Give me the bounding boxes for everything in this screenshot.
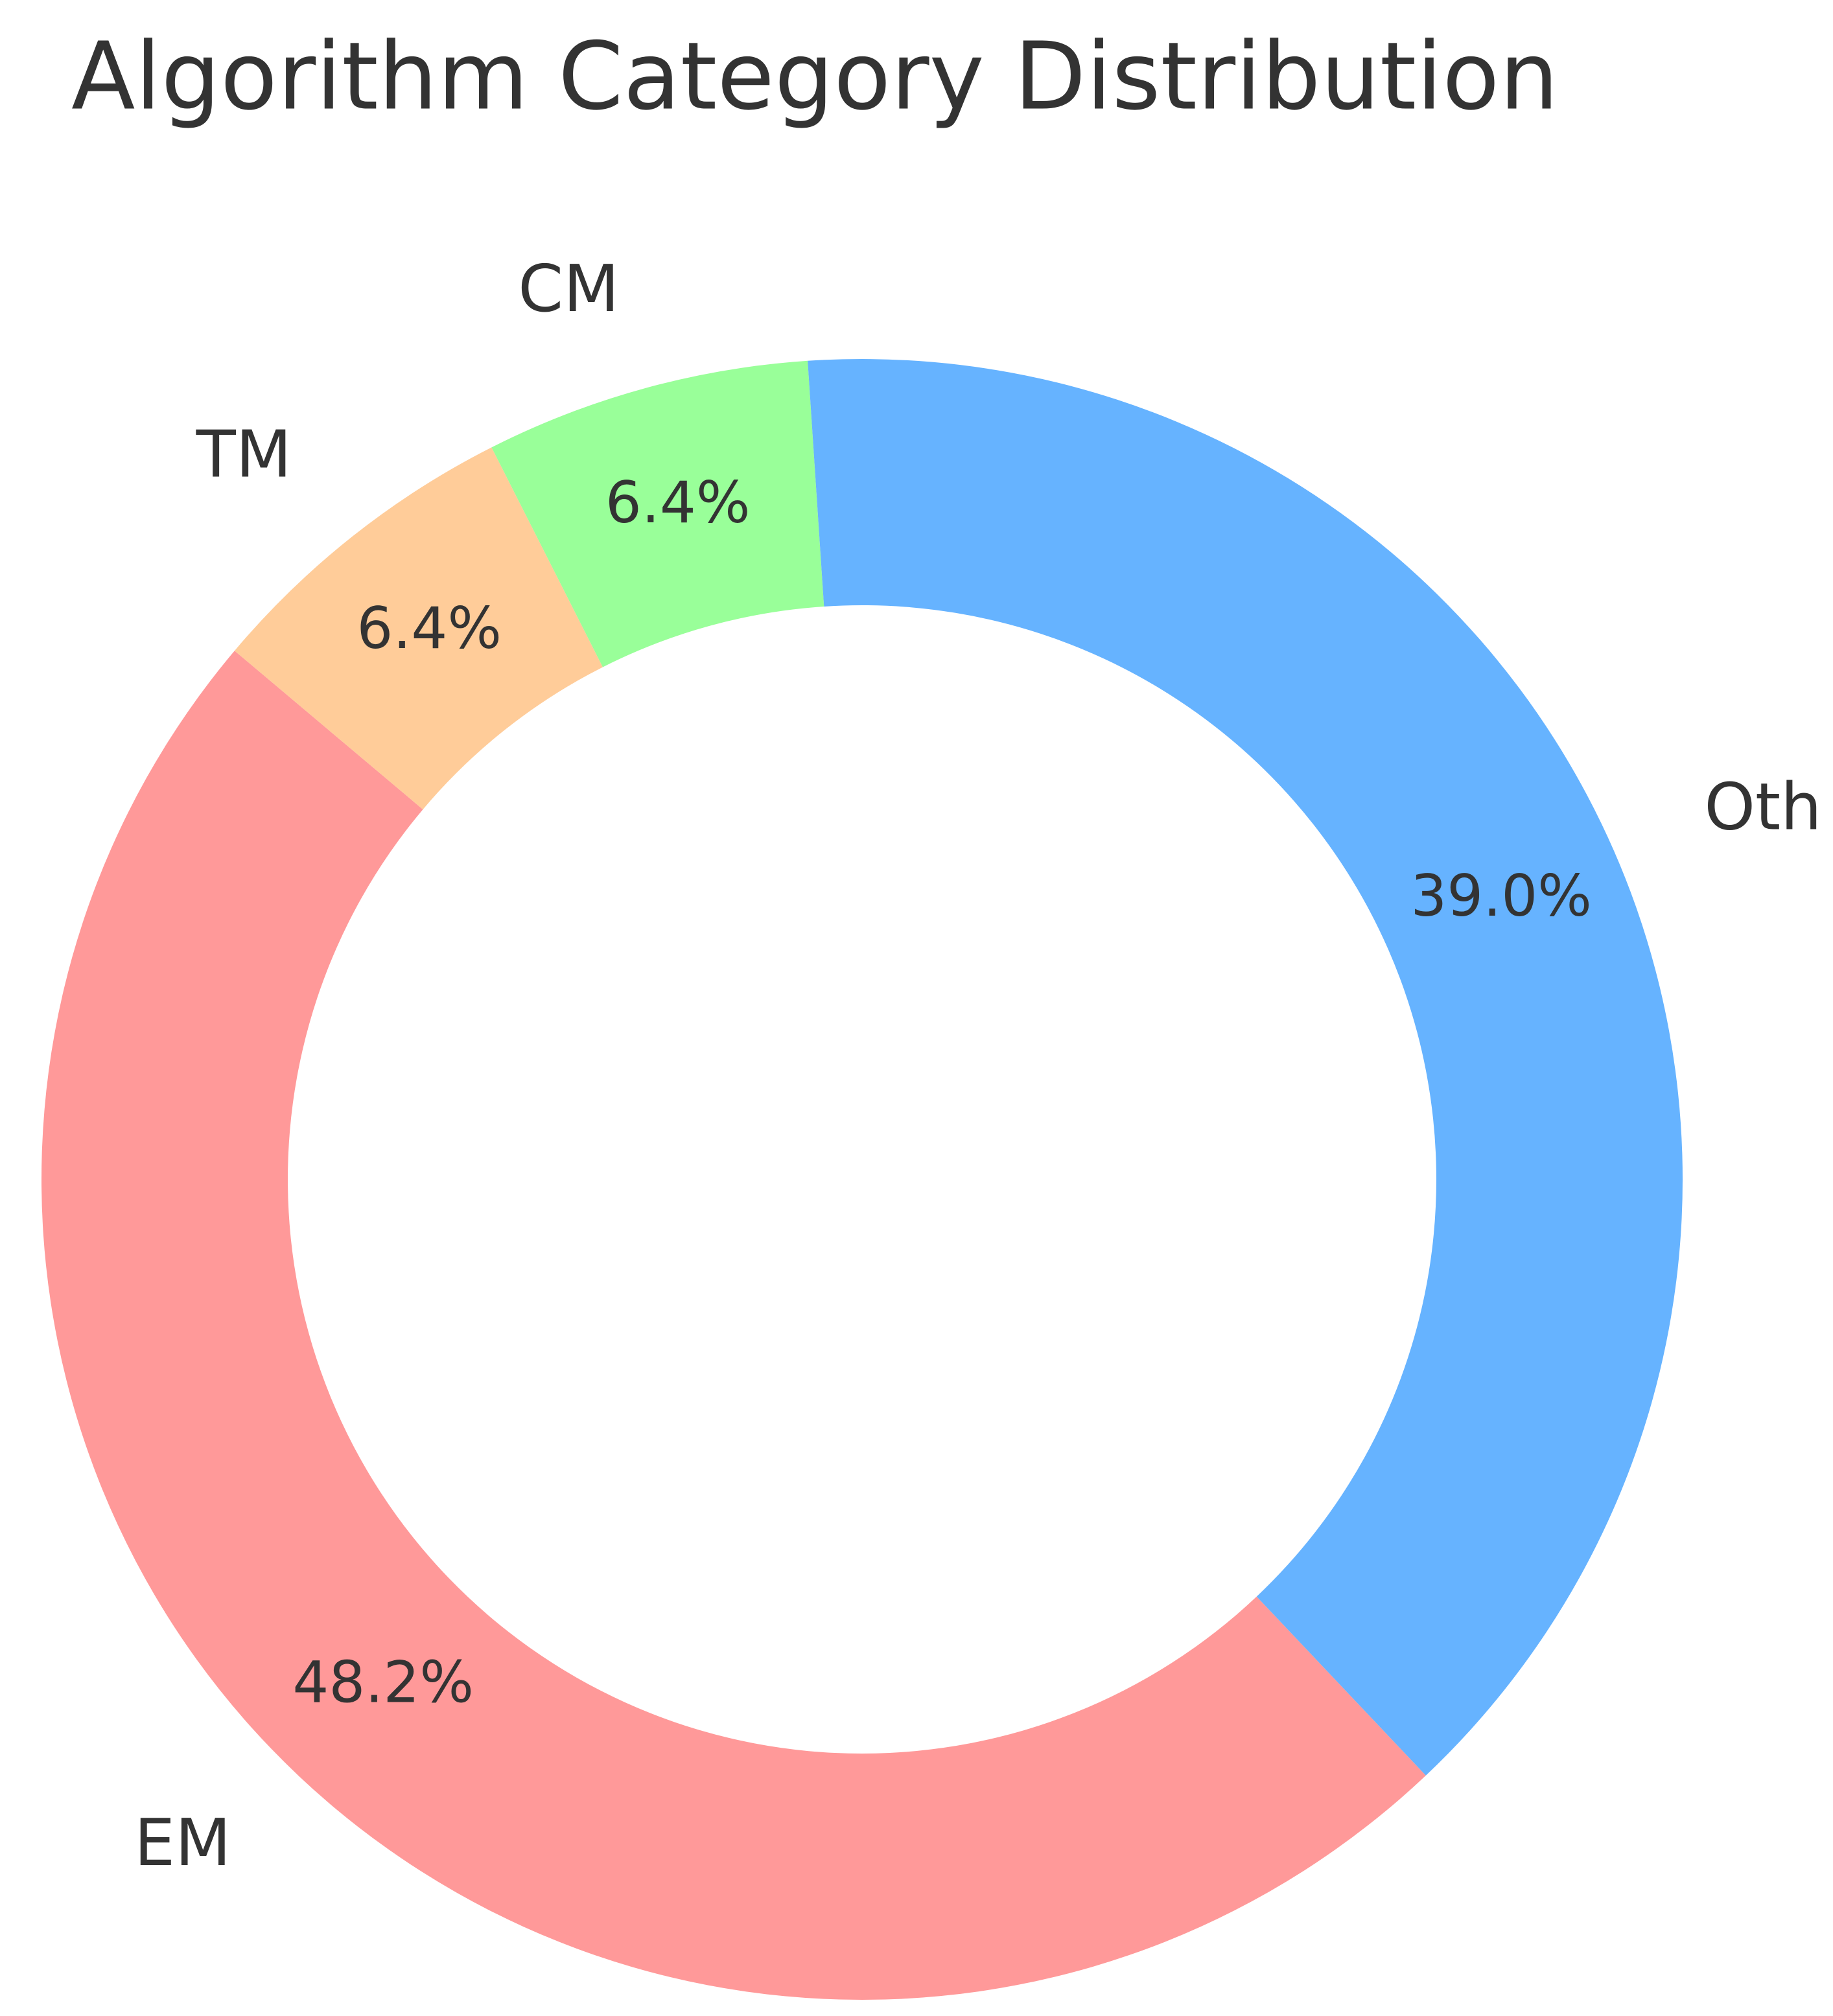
donut-slice [234,447,603,810]
donut-slice [491,360,824,667]
chart-title: Algorithm Category Distribution [71,22,1559,131]
percent-label: 6.4% [605,469,751,536]
slice-label: EM [134,1805,231,1881]
slice-label: CM [518,251,619,327]
slice-label: Oth [1704,769,1821,845]
percent-label: 6.4% [356,595,502,662]
slice-label: TM [196,417,292,492]
percent-label: 39.0% [1410,863,1592,929]
percent-label: 48.2% [292,1649,474,1715]
donut-slice [41,651,1426,2000]
donut-slice [808,359,1683,1776]
